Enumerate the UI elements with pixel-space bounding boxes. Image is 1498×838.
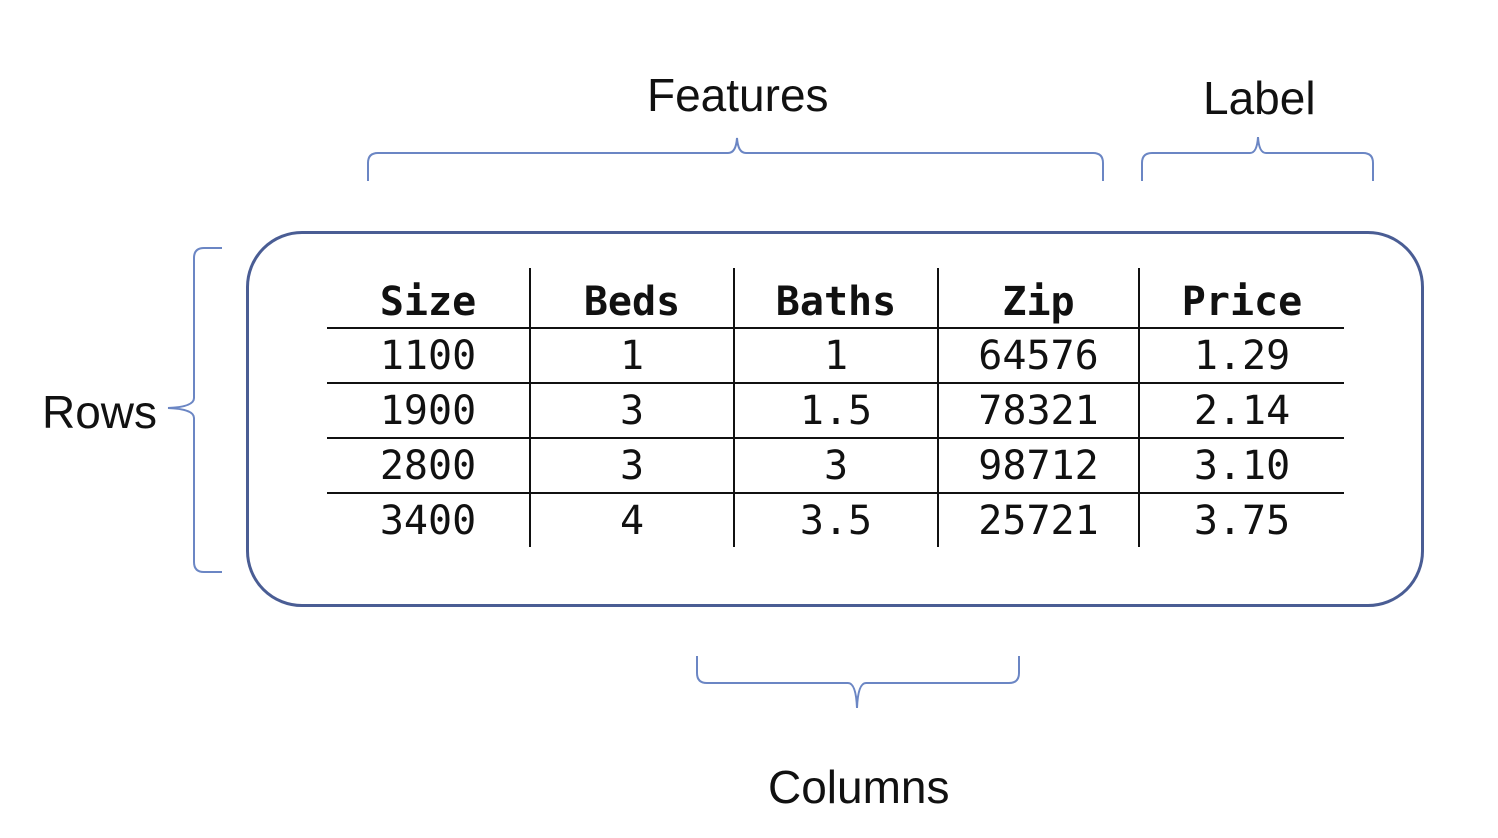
column-header-beds: Beds: [530, 268, 735, 329]
table-row: 3400 4 3.5 25721 3.75: [327, 493, 1344, 547]
column-header-baths: Baths: [734, 268, 939, 329]
columns-brace: [696, 656, 1020, 709]
table-cell: 3: [734, 438, 939, 494]
label-label: Label: [1203, 72, 1316, 124]
dataset-box: [246, 231, 1424, 607]
dataset-table: Size Beds Baths Zip Price 1100 1 1 64576…: [327, 268, 1344, 547]
table-cell: 1: [530, 328, 735, 384]
rows-brace: [167, 247, 222, 573]
features-brace: [367, 137, 1104, 181]
columns-label: Columns: [768, 761, 950, 813]
table-cell: 3400: [327, 493, 531, 547]
table-cell: 64576: [938, 328, 1140, 384]
table-cell: 3.75: [1193, 497, 1291, 544]
column-header-zip: Zip: [938, 268, 1140, 329]
table-cell: 25721: [938, 493, 1140, 547]
table-cell: 3: [530, 383, 735, 439]
table-cell: 3.5: [734, 493, 939, 547]
table-row: 2800 3 3 98712 3.10: [327, 438, 1344, 494]
table-cell: 3.10: [1139, 438, 1344, 494]
table-cell: 1: [734, 328, 939, 384]
table-row: 1900 3 1.5 78321 2.14: [327, 383, 1344, 439]
table-row: 1100 1 1 64576 1.29: [327, 328, 1344, 384]
table-cell: 1900: [327, 383, 531, 439]
table-cell: 2800: [327, 438, 531, 494]
table-cell: 1.29: [1139, 328, 1344, 384]
rows-label: Rows: [42, 386, 158, 438]
table-cell: 78321: [938, 383, 1140, 439]
table-cell: 98712: [938, 438, 1140, 494]
table-cell: 1100: [327, 328, 531, 384]
features-label: Features: [647, 69, 829, 121]
table-cell: 4: [530, 493, 735, 547]
column-header-size: Size: [327, 268, 531, 329]
table-cell: 2.14: [1139, 383, 1344, 439]
column-header-price: Price: [1139, 268, 1344, 329]
table-cell: 3: [530, 438, 735, 494]
table-cell: 1.5: [734, 383, 939, 439]
label-brace: [1141, 136, 1374, 181]
header-row: Size Beds Baths Zip Price: [327, 268, 1344, 329]
